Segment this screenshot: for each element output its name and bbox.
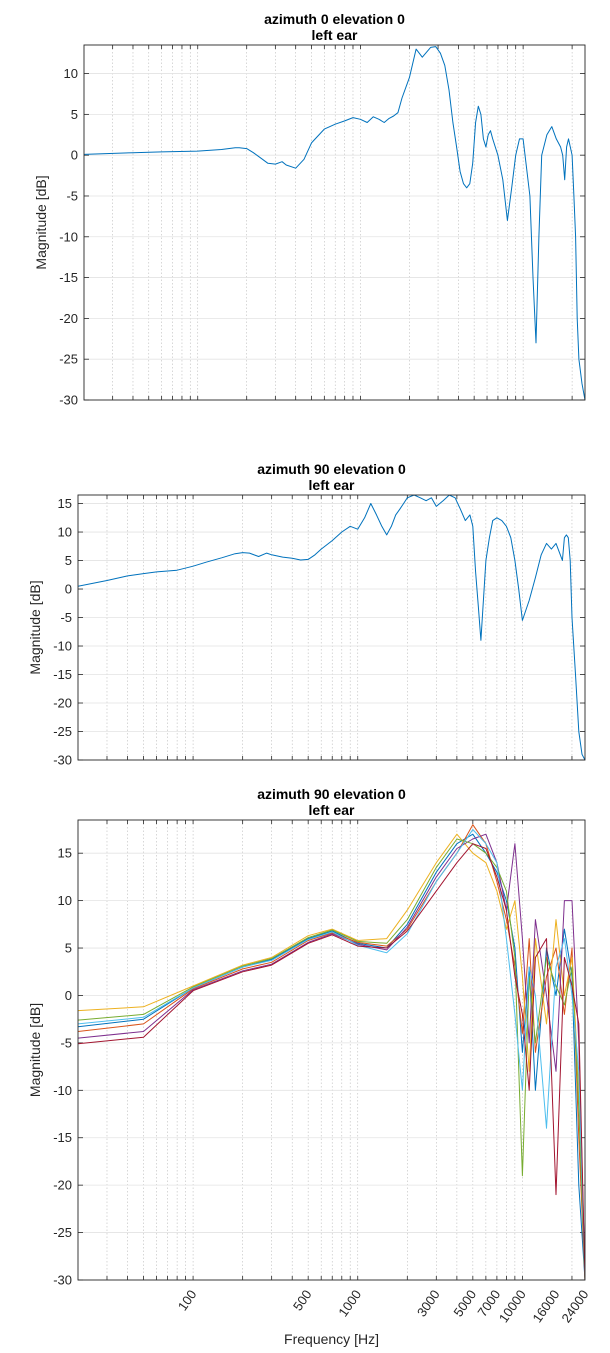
y-tick-label: 0 — [65, 582, 72, 597]
x-tick-label: 100 — [175, 1287, 200, 1313]
y-tick-label: -25 — [53, 724, 72, 739]
y-axis-label: Magnitude [dB] — [27, 580, 43, 674]
y-tick-label: -30 — [53, 1273, 72, 1288]
series-line-3 — [78, 833, 585, 1280]
y-tick-label: 5 — [65, 941, 72, 956]
y-tick-label: 15 — [58, 846, 72, 861]
series-line-7 — [78, 843, 585, 1280]
series-line-2 — [78, 824, 585, 1280]
y-tick-label: 15 — [58, 496, 72, 511]
x-tick-label: 24000 — [558, 1287, 591, 1325]
y-axis-label: Magnitude [dB] — [27, 1003, 43, 1097]
chart-subtitle: left ear — [309, 477, 355, 493]
series-line-1 — [84, 46, 585, 400]
y-tick-label: -5 — [60, 610, 72, 625]
y-tick-label: -30 — [53, 753, 72, 768]
y-tick-label: 10 — [58, 525, 72, 540]
chart-subtitle: left ear — [309, 802, 355, 818]
y-tick-label: -10 — [53, 639, 72, 654]
chart-title: azimuth 90 elevation 0 — [257, 786, 406, 802]
y-tick-label: -10 — [53, 1083, 72, 1098]
y-tick-label: -20 — [53, 696, 72, 711]
x-tick-label: 16000 — [529, 1287, 562, 1325]
series-line-6 — [78, 829, 585, 1280]
y-tick-label: -10 — [59, 229, 78, 244]
x-axis-label: Frequency [Hz] — [284, 1331, 379, 1347]
y-tick-label: -15 — [53, 667, 72, 682]
y-tick-label: -5 — [66, 188, 78, 203]
y-tick-label: 5 — [71, 107, 78, 122]
axes-frame — [83, 44, 586, 401]
y-tick-label: -15 — [59, 270, 78, 285]
plot-area — [84, 45, 585, 400]
y-axis-label: Magnitude [dB] — [33, 175, 49, 269]
x-tick-label: 3000 — [414, 1287, 443, 1319]
x-tick-label: 10000 — [496, 1287, 529, 1325]
y-tick-label: -25 — [59, 352, 78, 367]
series-line-5 — [78, 838, 585, 1280]
x-tick-label: 5000 — [450, 1287, 479, 1319]
y-tick-label: -20 — [59, 311, 78, 326]
axes-frame — [77, 819, 586, 1281]
y-tick-label: -20 — [53, 1178, 72, 1193]
chart-title: azimuth 90 elevation 0 — [257, 461, 406, 477]
y-tick-label: -25 — [53, 1225, 72, 1240]
series-line-1 — [78, 495, 585, 760]
y-tick-label: 10 — [64, 66, 78, 81]
y-tick-label: 0 — [65, 988, 72, 1003]
y-tick-label: 10 — [58, 893, 72, 908]
chart-title: azimuth 0 elevation 0 — [264, 11, 405, 27]
y-tick-label: -5 — [60, 1035, 72, 1050]
x-tick-label: 1000 — [335, 1287, 364, 1319]
y-tick-label: 0 — [71, 148, 78, 163]
y-tick-label: -30 — [59, 393, 78, 408]
plot-area — [78, 495, 585, 760]
chart-subtitle: left ear — [312, 27, 358, 43]
x-tick-label: 500 — [290, 1287, 315, 1313]
axes-frame — [77, 494, 586, 761]
y-tick-label: 5 — [65, 553, 72, 568]
y-tick-label: -15 — [53, 1130, 72, 1145]
